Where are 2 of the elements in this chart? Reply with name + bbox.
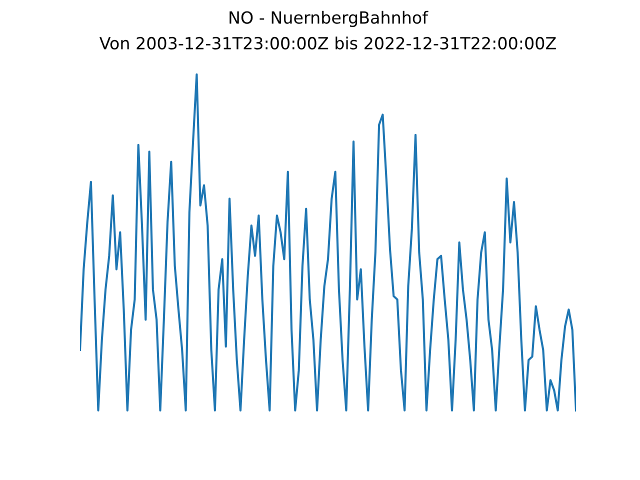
chart-subtitle: Von 2003-12-31T23:00:00Z bis 2022-12-31T22:00:00Z <box>99 36 556 50</box>
chart-title: NO - NuernbergBahnhof <box>230 10 428 28</box>
